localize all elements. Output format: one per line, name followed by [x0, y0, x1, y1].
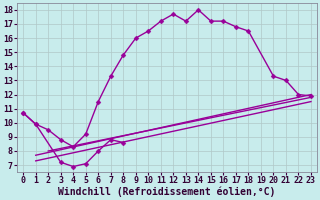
X-axis label: Windchill (Refroidissement éolien,°C): Windchill (Refroidissement éolien,°C) [58, 187, 276, 197]
